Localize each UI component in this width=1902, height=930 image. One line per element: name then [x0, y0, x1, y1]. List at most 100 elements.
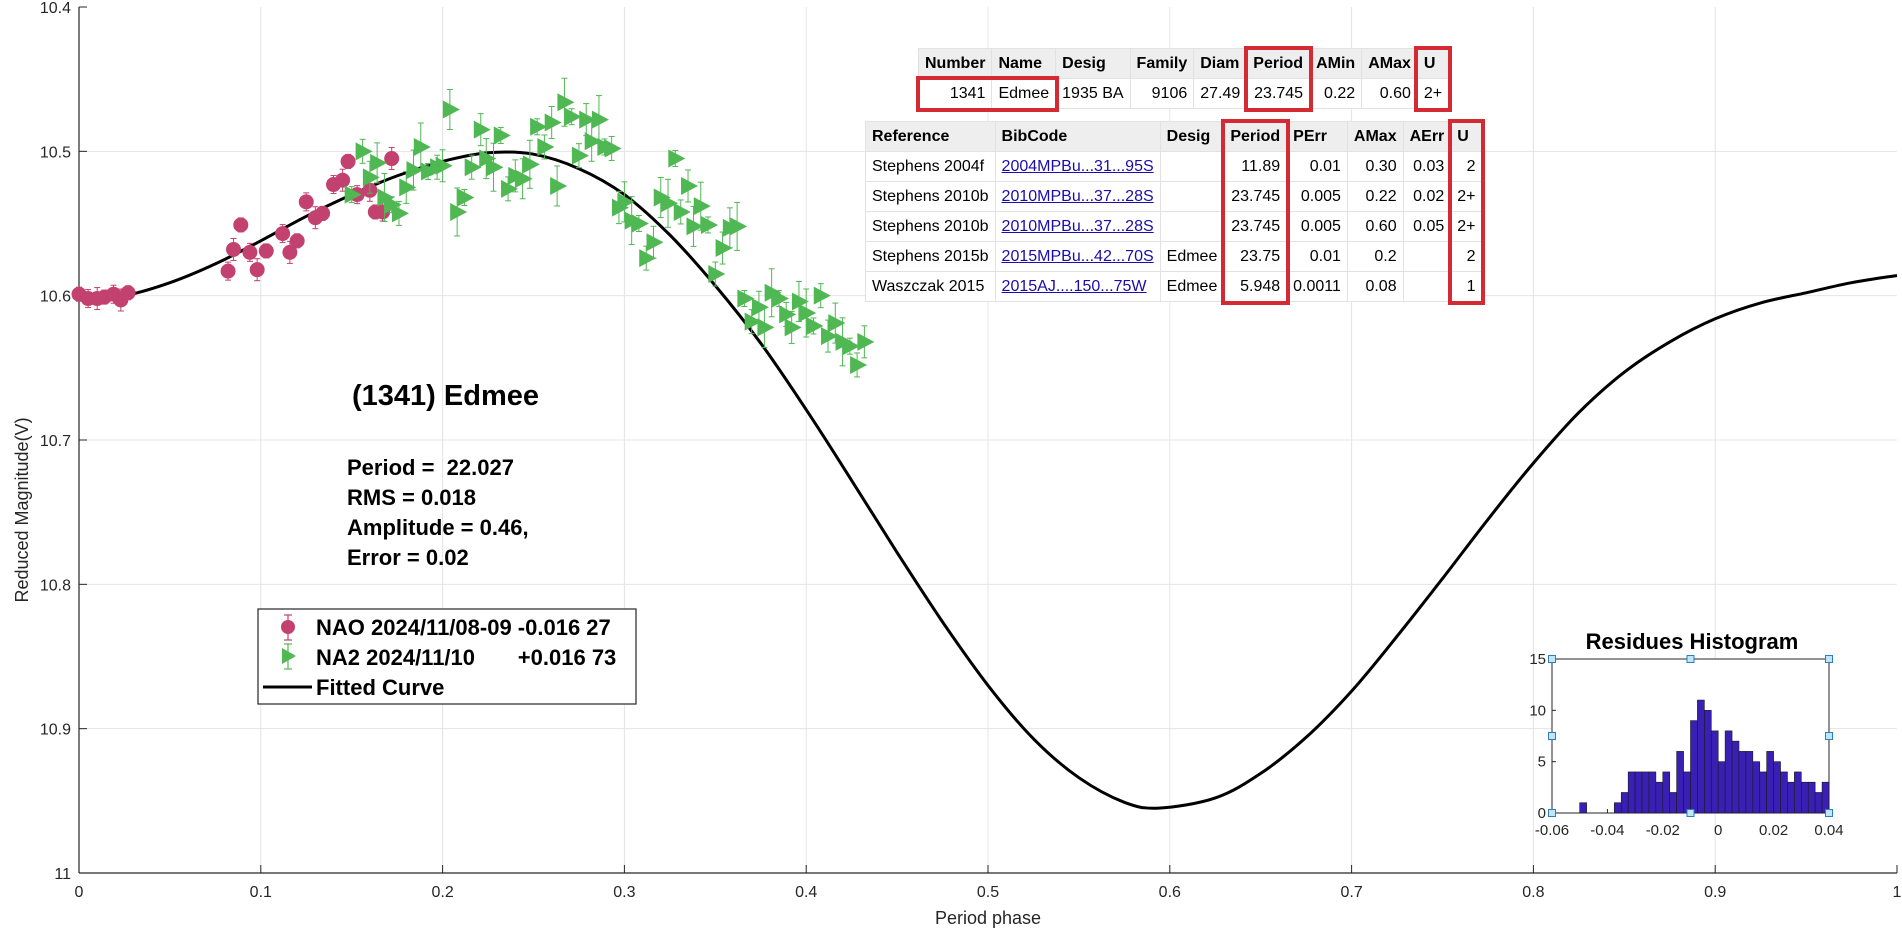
- na2-point: [493, 126, 511, 145]
- fitted-curve-line: [78, 150, 1898, 810]
- histogram-bar: [1662, 771, 1671, 814]
- y-axis-label: Reduced Magnitude(V): [12, 417, 32, 602]
- na2-point: [557, 77, 575, 127]
- na2-point: [850, 352, 868, 378]
- histogram-bar: [1752, 761, 1761, 814]
- x-tick-label: 0.5: [977, 884, 999, 901]
- na2-point: [550, 165, 568, 207]
- reference-row: Stephens 2010b 2010MPBu...37...28S 23.745 0…: [865, 181, 1483, 212]
- reference-cell: Stephens 2004f: [865, 151, 996, 182]
- selection-handle[interactable]: [1686, 655, 1695, 663]
- x-tick-label: 0.6: [1159, 884, 1181, 901]
- bibcode-link[interactable]: 2015MPBu...42...70S: [994, 241, 1161, 272]
- selection-handle[interactable]: [1825, 655, 1833, 663]
- reference-cell: 2+: [1450, 211, 1483, 242]
- y-tick-label: 10.9: [40, 722, 71, 739]
- reference-row: Stephens 2010b 2010MPBu...37...28S 23.745 0…: [865, 211, 1483, 242]
- na2-point: [673, 199, 691, 225]
- reference-cell: 23.75: [1223, 241, 1288, 272]
- reference-cell: [1402, 241, 1452, 272]
- reference-cell: Stephens 2015b: [865, 241, 996, 272]
- x-tick-label: 0.7: [1340, 884, 1362, 901]
- reference-cell: 0.2: [1346, 241, 1404, 272]
- summary-header-cell: Number: [917, 48, 993, 79]
- na2-point: [646, 225, 664, 259]
- reference-cell: Edmee: [1159, 271, 1225, 302]
- y-tick-label: 10.7: [40, 433, 71, 450]
- y-tick-label: 10.6: [40, 289, 71, 306]
- nao-point: [220, 261, 236, 281]
- na2-point: [571, 143, 589, 169]
- na2-point: [813, 283, 831, 309]
- legend: NAO 2024/11/08-09 -0.016 27 NA2 2024/11/…: [257, 608, 637, 705]
- fitted-curve: [78, 150, 1898, 810]
- histogram-bar: [1794, 771, 1802, 814]
- nao-point: [384, 147, 400, 171]
- reference-header-row: Reference BibCode Desig Period PErr AMax AErr U: [865, 121, 1483, 152]
- bibcode-link[interactable]: 2010MPBu...37...28S: [994, 181, 1161, 212]
- summary-cell: 9106: [1129, 78, 1195, 109]
- hist-x-tick-label: 0.04: [1814, 822, 1843, 839]
- na2-point: [515, 158, 533, 200]
- reference-row: Waszczak 2015 2015AJ....150...75W Edmee 5.9…: [865, 271, 1483, 302]
- na2-point: [457, 188, 475, 207]
- histogram-bar: [1745, 751, 1754, 814]
- selection-handle[interactable]: [1548, 655, 1556, 663]
- selection-handle[interactable]: [1548, 732, 1556, 740]
- na2-point: [784, 310, 802, 344]
- nao-point: [315, 205, 331, 221]
- na2-point: [828, 302, 846, 344]
- reference-cell: 0.005: [1286, 181, 1348, 212]
- y-tick-label: 10.5: [40, 144, 71, 161]
- na2-point: [681, 169, 699, 203]
- na2-point: [435, 149, 453, 183]
- summary-cell: 0.60: [1361, 78, 1418, 109]
- na2-point: [631, 214, 649, 233]
- reference-cell: 23.745: [1223, 211, 1288, 242]
- histogram-bar: [1801, 781, 1809, 814]
- na2-point: [479, 138, 497, 180]
- nao-point: [275, 224, 291, 244]
- summary-header-cell: Period: [1246, 48, 1311, 79]
- reference-cell: 0.01: [1286, 151, 1348, 182]
- na2-point: [737, 289, 755, 308]
- reference-cell: [1159, 211, 1225, 242]
- na2-point: [544, 105, 562, 139]
- bibcode-link[interactable]: 2015AJ....150...75W: [994, 271, 1161, 302]
- summary-header-cell: AMax: [1361, 48, 1418, 79]
- summary-cell: 0.22: [1309, 78, 1363, 109]
- histogram-bar: [1814, 792, 1823, 814]
- selection-handle[interactable]: [1548, 809, 1556, 817]
- reference-cell: 0.30: [1346, 151, 1404, 182]
- x-tick-label: 0: [75, 884, 84, 901]
- bibcode-link[interactable]: 2010MPBu...37...28S: [994, 211, 1161, 242]
- x-tick-label: 0.8: [1522, 884, 1544, 901]
- y-tick-label: 11: [54, 866, 71, 883]
- reference-header-cell: AMax: [1346, 121, 1404, 152]
- reference-header-cell: Desig: [1159, 121, 1225, 152]
- summary-header-row: Number Name Desig Family Diam Period AMin AMax U: [917, 48, 1450, 79]
- hist-x-tick-label: 0: [1714, 822, 1722, 839]
- summary-cell: 1341: [917, 78, 993, 109]
- reference-table: Reference BibCode Desig Period PErr AMax AErr U…: [865, 121, 1483, 302]
- summary-cell: 23.745: [1246, 78, 1311, 109]
- histogram-bar: [1634, 771, 1643, 814]
- histogram-bar: [1724, 730, 1733, 814]
- rms-annotation: RMS = 0.018: [347, 485, 476, 510]
- reference-cell: 0.01: [1286, 241, 1348, 272]
- histogram-bar: [1738, 751, 1747, 814]
- legend-curve-label: Fitted Curve: [316, 675, 444, 700]
- selection-handle[interactable]: [1825, 809, 1833, 817]
- x-tick-label: 0.9: [1704, 884, 1726, 901]
- na2-point: [715, 231, 733, 265]
- na2-point: [344, 185, 362, 204]
- reference-cell: 2+: [1450, 181, 1483, 212]
- reference-header-cell: AErr: [1402, 121, 1452, 152]
- summary-cell: 27.49: [1193, 78, 1248, 109]
- hist-x-tick-label: -0.02: [1646, 822, 1680, 839]
- bibcode-link[interactable]: 2004MPBu...31...95S: [994, 151, 1161, 182]
- histogram-bar: [1766, 751, 1774, 814]
- selection-handle[interactable]: [1686, 809, 1695, 817]
- selection-handle[interactable]: [1825, 732, 1833, 740]
- reference-cell: Waszczak 2015: [865, 271, 996, 302]
